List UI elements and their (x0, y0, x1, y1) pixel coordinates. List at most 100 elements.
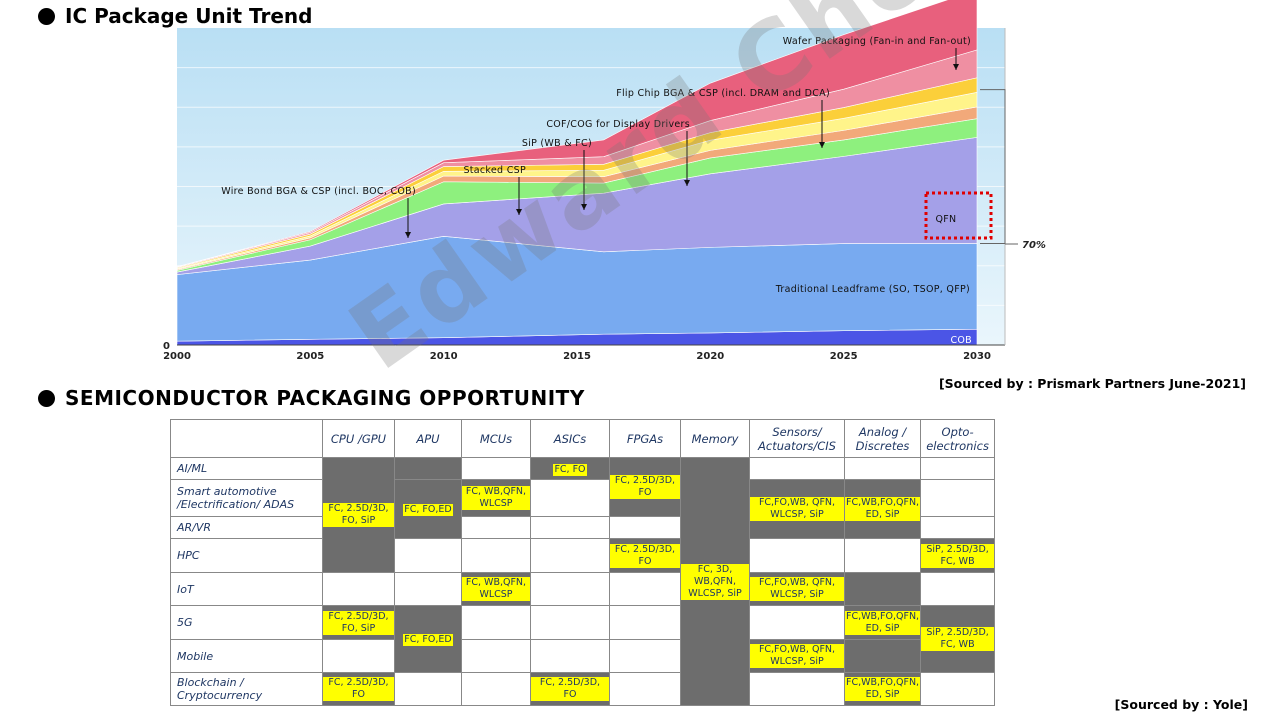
table-cell: FC, WB,QFN, WLCSP (461, 572, 531, 606)
column-header: Analog / Discretes (843, 419, 922, 458)
x-tick-label: 2025 (830, 351, 858, 362)
table-cell (609, 516, 681, 539)
row-label: 5G (170, 605, 323, 640)
table-cell: FC,WB,FO,QFN, ED, SiP (843, 479, 922, 539)
table-row: 5G FC, 2.5D/3D, FO, SiP FC, FO,ED FC,WB,… (170, 605, 996, 673)
column-header: MCUs (461, 419, 531, 458)
table-cell (394, 572, 462, 606)
table-cell (749, 457, 845, 480)
table-cell (920, 457, 996, 480)
cell-tag: FC, FO,ED (403, 634, 453, 646)
annotation-label: COF/COG for Display Drivers (546, 119, 690, 130)
x-tick-label: 2015 (563, 351, 591, 362)
annotation-label: Flip Chip BGA & CSP (incl. DRAM and DCA) (616, 88, 830, 99)
table-cell (461, 605, 531, 640)
x-tick-label: 2000 (163, 351, 191, 362)
row-label: AI/ML (170, 457, 323, 480)
row-label: AR/VR (170, 516, 323, 539)
annotation-label: SiP (WB & FC) (522, 138, 592, 149)
section-title-text: IC Package Unit Trend (65, 4, 313, 28)
cell-tag: FC, 3D, WB,QFN, WLCSP, SiP (681, 563, 749, 600)
annotation-label: Stacked CSP (463, 165, 526, 176)
section-title-packaging-opportunity: SEMICONDUCTOR PACKAGING OPPORTUNITY (38, 386, 585, 410)
table-cell: FC, 2.5D/3D, FO (322, 672, 395, 706)
column-header: Opto- electronics (920, 419, 996, 458)
cell-tag: FC, 2.5D/3D, FO (610, 475, 680, 499)
arrowhead-icon (684, 180, 690, 186)
table-cell: FC, WB,QFN, WLCSP (461, 479, 531, 517)
table-row: IoT FC, WB,QFN, WLCSP FC,FO,WB, QFN, WLC… (170, 572, 996, 606)
table-cell (609, 572, 681, 606)
section-title-text: SEMICONDUCTOR PACKAGING OPPORTUNITY (65, 386, 585, 410)
arrowhead-icon (581, 204, 587, 210)
table-cell: FC,FO,WB, QFN, WLCSP, SiP (749, 639, 845, 673)
table-cell (920, 572, 996, 606)
table-cell: FC, 2.5D/3D, FO, SiP (322, 457, 395, 573)
table-cell (749, 538, 845, 573)
cell-tag: FC,WB,FO,QFN, ED, SiP (845, 677, 921, 701)
cell-tag: FC,WB,FO,QFN, ED, SiP (845, 497, 921, 521)
annotation-label: QFN (936, 214, 957, 225)
row-label: Blockchain / Cryptocurrency (170, 672, 323, 706)
table-cell (843, 457, 922, 480)
column-header: APU (394, 419, 462, 458)
table-cell (461, 538, 531, 573)
column-header: FPGAs (609, 419, 681, 458)
table-cell: FC, FO (530, 457, 610, 480)
column-header: ASICs (530, 419, 610, 458)
source-yole: [Sourced by : Yole] (1114, 697, 1248, 712)
table-row: AI/ML FC, 2.5D/3D, FO, SiP FC, FO FC, 2.… (170, 457, 996, 706)
ic-package-unit-trend-chart: 2000 2005 2010 2015 2020 2025 2030 0 70% Wafer P… (163, 0, 1046, 362)
table-cell (322, 639, 395, 673)
cell-tag: FC, 2.5D/3D, FO (531, 677, 609, 701)
y-tick-label: 0 (163, 341, 170, 352)
arrowhead-icon (405, 232, 411, 238)
x-tick-label: 2030 (963, 351, 991, 362)
table-cell: FC, FO,ED (394, 479, 462, 539)
cell-tag: SiP, 2.5D/3D, FC, WB (921, 543, 995, 568)
table-cell: FC, 2.5D/3D, FO (609, 457, 681, 517)
table-cell (609, 672, 681, 706)
table-row: Blockchain / Cryptocurrency FC, 2.5D/3D,… (170, 672, 996, 706)
table-cell (530, 572, 610, 606)
section-title-unit-trend: IC Package Unit Trend (38, 4, 312, 28)
table-cell (609, 605, 681, 640)
table-cell (461, 639, 531, 673)
table-cell (530, 516, 610, 539)
annotation-label: Wafer Packaging (Fan-in and Fan-out) (783, 36, 971, 47)
cell-tag: FC,FO,WB, QFN, WLCSP, SiP (750, 577, 844, 601)
cell-tag: FC, WB,QFN, WLCSP (462, 577, 530, 601)
cell-tag: FC, 2.5D/3D, FO (323, 677, 394, 701)
x-tick-label: 2020 (696, 351, 724, 362)
cell-tag: FC, FO (553, 463, 587, 476)
table-cell (530, 605, 610, 640)
table-cell: FC, 2.5D/3D, FO (530, 672, 610, 706)
source-prismark: [Sourced by : Prismark Partners June-202… (938, 376, 1246, 391)
bullet-icon (38, 389, 55, 407)
cell-tag: FC,WB,FO,QFN, ED, SiP (845, 610, 921, 635)
header-corner (170, 419, 323, 458)
table-cell (394, 538, 462, 573)
table-row: HPC FC, 2.5D/3D, FO SiP, 2.5D/3D, FC, WB (170, 538, 996, 573)
x-tick-label: 2010 (430, 351, 458, 362)
packaging-opportunity-table: CPU /GPU APU MCUs ASICs FPGAs Memory Sen… (170, 419, 996, 706)
table-cell: FC,FO,WB, QFN, WLCSP, SiP (749, 479, 845, 539)
cell-tag: FC, WB,QFN, WLCSP (462, 486, 530, 510)
arrowhead-icon (516, 209, 522, 215)
annotation-label: Traditional Leadframe (SO, TSOP, QFP) (775, 284, 970, 295)
table-cell (461, 516, 531, 539)
table-cell (461, 672, 531, 706)
column-header: Memory (680, 419, 750, 458)
table-cell (394, 672, 462, 706)
cell-tag: FC, 2.5D/3D, FO, SiP (323, 610, 394, 635)
row-label: IoT (170, 572, 323, 606)
table-cell (843, 639, 922, 673)
x-tick-label: 2005 (296, 351, 324, 362)
table-cell: FC,WB,FO,QFN, ED, SiP (843, 672, 922, 706)
cell-tag: FC, 2.5D/3D, FO (610, 543, 680, 568)
column-header: CPU /GPU (322, 419, 395, 458)
cell-tag: FC,FO,WB, QFN, WLCSP, SiP (750, 497, 844, 521)
annotation-label: COB (950, 335, 972, 346)
table-cell (461, 457, 531, 480)
table-cell (749, 672, 845, 706)
